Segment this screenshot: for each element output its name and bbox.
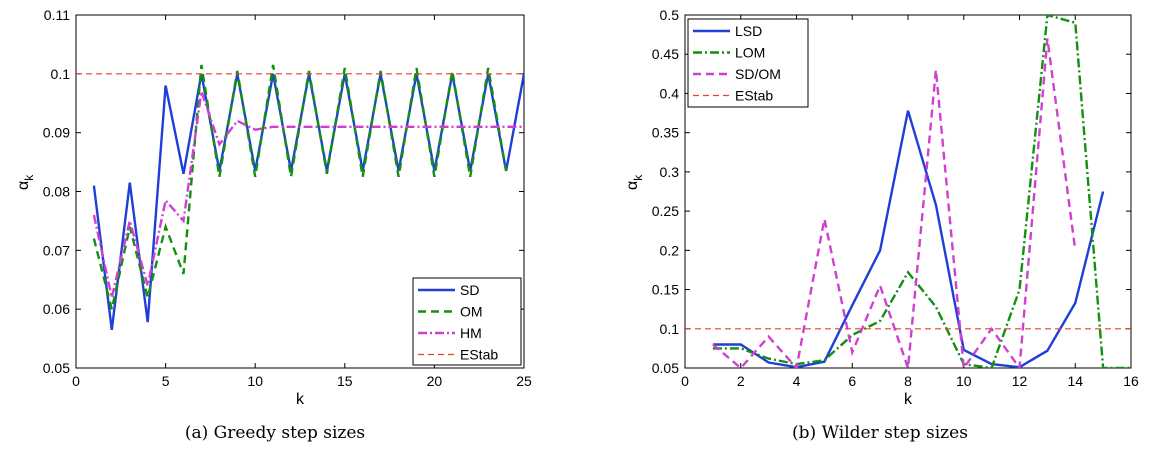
y-tick-label: 0.45 [652,46,679,62]
x-tick-label: 10 [247,373,263,389]
x-tick-label: 0 [72,373,80,389]
y-axis-label: αk [15,174,36,190]
y-tick-label: 0.25 [652,203,679,219]
x-tick-label: 10 [956,373,972,389]
x-tick-label: 6 [848,373,856,389]
series-line-hm [92,91,524,298]
y-tick-label: 0.2 [660,242,680,258]
x-tick-label: 2 [737,373,745,389]
y-axis-label-main: α [624,181,641,190]
y-axis-label: αk [624,174,645,190]
series-line-om [92,64,508,310]
y-tick-label: 0.35 [652,125,679,141]
legend-label: LOM [735,45,765,61]
series-line-lom [712,15,1131,368]
x-axis-label: k [296,391,305,408]
x-axis-label: k [904,391,913,408]
y-tick-label: 0.1 [51,66,71,82]
chart-a: 0 5 10 15 20 250.050.060.070.080.090.10.11kαk… [15,7,532,443]
y-tick-label: 0.07 [43,242,70,258]
y-tick-label: 0.08 [43,184,70,200]
y-axis-label-sub: k [22,174,36,181]
y-axis-label-sub: k [631,174,645,181]
legend-label: OM [460,304,483,320]
legend-label: LSD [735,23,762,39]
x-tick-label: 14 [1067,373,1083,389]
y-tick-label: 0.1 [660,321,680,337]
y-tick-label: 0.3 [660,164,680,180]
legend-label: EStab [735,88,773,104]
x-tick-label: 4 [793,373,801,389]
x-tick-label: 0 [681,373,689,389]
x-tick-label: 20 [427,373,443,389]
series-group [685,15,1131,368]
x-tick-label: 16 [1123,373,1139,389]
y-tick-label: 0.5 [660,7,680,23]
y-tick-label: 0.05 [43,360,70,376]
x-tick-label: 8 [904,373,912,389]
legend-box [687,18,809,108]
legend-label: EStab [460,347,498,363]
figure-caption: (b) Wilder step sizes [792,423,968,443]
x-tick-label: 15 [337,373,353,389]
y-tick-label: 0.11 [44,7,70,23]
y-tick-label: 0.4 [660,85,680,101]
x-tick-label: 12 [1012,373,1028,389]
x-tick-label: 25 [516,373,532,389]
legend-label: SD/OM [735,66,781,82]
y-tick-label: 0.09 [43,125,70,141]
figure-caption: (a) Greedy step sizes [185,423,365,443]
y-tick-label: 0.15 [652,282,679,298]
x-tick-label: 5 [162,373,170,389]
legend-label: SD [460,282,479,298]
chart-b: 0 2 4 6 8 10 12 14 16 0.05 0.1 0.15 0.2 0.25 0.3 0.35 0.… [624,7,1139,443]
y-tick-label: 0.06 [43,301,70,317]
legend: LSD LOM SD/OM EStab [687,18,809,108]
series-line-sd-om [712,38,1077,368]
legend-label: HM [460,325,482,341]
legend: SD OM HM EStab [412,277,522,366]
y-tick-label: 0.05 [652,360,679,376]
legend-box [412,277,522,366]
y-axis-label-main: α [15,181,32,190]
series-group [76,64,524,330]
series-line-lsd [712,110,1105,368]
